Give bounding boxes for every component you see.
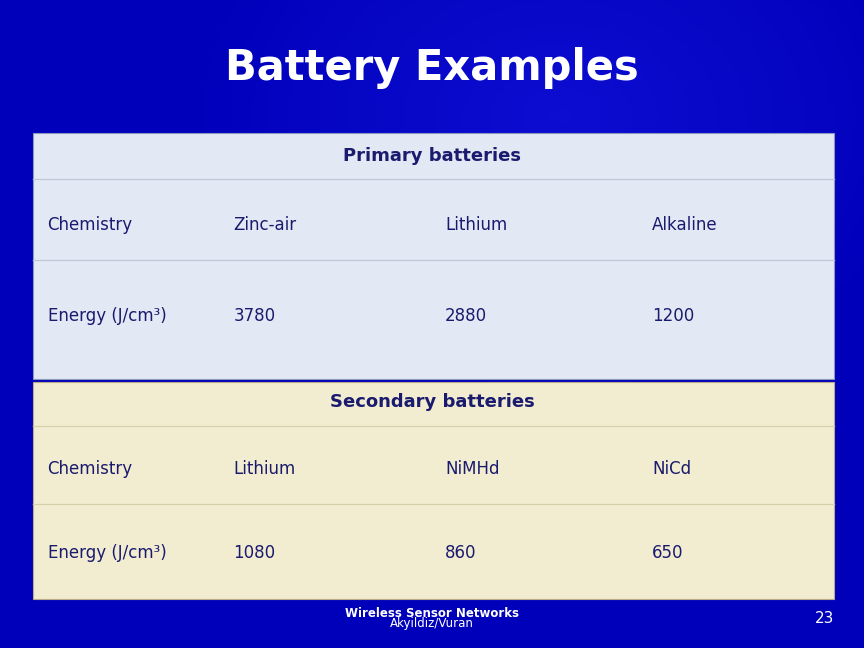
Text: Lithium: Lithium: [233, 459, 295, 478]
Text: Energy (J/cm³): Energy (J/cm³): [48, 307, 166, 325]
Text: Battery Examples: Battery Examples: [226, 47, 638, 89]
Text: Energy (J/cm³): Energy (J/cm³): [48, 544, 166, 562]
Text: Primary batteries: Primary batteries: [343, 146, 521, 165]
Text: 650: 650: [652, 544, 683, 562]
Text: 1200: 1200: [652, 307, 695, 325]
Text: Zinc-air: Zinc-air: [233, 216, 296, 234]
FancyBboxPatch shape: [33, 382, 834, 599]
Text: Chemistry: Chemistry: [48, 216, 133, 234]
Text: 860: 860: [445, 544, 476, 562]
Text: 2880: 2880: [445, 307, 487, 325]
Text: Secondary batteries: Secondary batteries: [330, 393, 534, 411]
FancyBboxPatch shape: [33, 133, 834, 379]
Text: NiMHd: NiMHd: [445, 459, 499, 478]
Text: Lithium: Lithium: [445, 216, 507, 234]
Text: 23: 23: [815, 611, 834, 627]
Text: 1080: 1080: [233, 544, 276, 562]
Text: Alkaline: Alkaline: [652, 216, 718, 234]
Text: Wireless Sensor Networks: Wireless Sensor Networks: [345, 607, 519, 619]
Text: NiCd: NiCd: [652, 459, 691, 478]
Text: 3780: 3780: [233, 307, 276, 325]
Text: Chemistry: Chemistry: [48, 459, 133, 478]
Text: Akyildiz/Vuran: Akyildiz/Vuran: [390, 617, 474, 630]
